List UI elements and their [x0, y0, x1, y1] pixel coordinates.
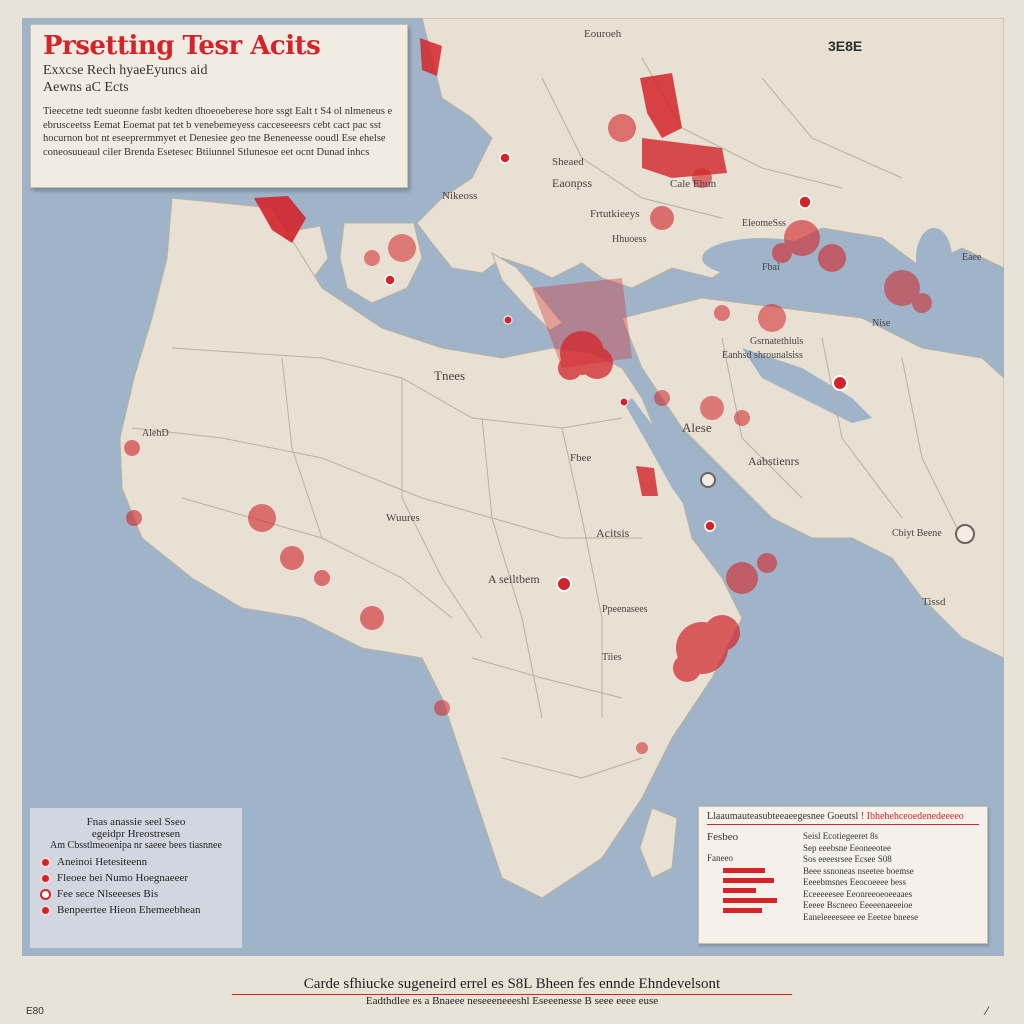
legend-item-label: Aneinoi Hetesiteenn [57, 856, 148, 868]
map-frame: Prsetting Tesr Acits Exxcse Rech hyaeEyu… [22, 18, 1004, 956]
map-pin[interactable] [384, 274, 396, 286]
red-dot-icon [40, 856, 51, 868]
map-label: Fbai [762, 262, 780, 273]
land-madagascar [639, 807, 678, 879]
map-label: Gsrnatethiuls [750, 336, 804, 347]
map-canvas[interactable] [22, 18, 1004, 956]
red-dot-icon [40, 904, 51, 916]
red-dot-icon [40, 872, 51, 884]
map-label: EleomeSss [742, 218, 786, 229]
map-label: Frtutkieeys [590, 208, 640, 220]
red-regions [254, 38, 727, 496]
map-subtitle-line: Aewns aC Ects [43, 80, 129, 95]
map-label: Alese [682, 420, 712, 435]
legend-item: Fleoee bei Numo Hoegnaeeer [40, 872, 232, 884]
corner-mark-icon: ⁄ [986, 1004, 989, 1018]
legend-row: Eeeebmsnes Eeocoeeee bess [803, 877, 906, 887]
ring-dot-icon [40, 888, 51, 900]
legend-right-accent: ! Ibhehehceoedenedeeeeo [860, 811, 964, 822]
legend-bar [723, 898, 777, 903]
map-label: Eaee [962, 252, 982, 263]
corner-label: 3E8E [828, 38, 863, 54]
map-label: Tiies [602, 652, 622, 663]
map-pin[interactable] [503, 315, 513, 325]
map-label: A seiltbem [488, 572, 540, 586]
map-label: AlehD [142, 428, 169, 439]
map-label: Eaonpss [552, 176, 592, 190]
land-italy [491, 251, 563, 331]
legend-row: Eceeeeesee Eeonreeoeoeeaaes [803, 888, 913, 899]
legend-bar [723, 878, 774, 883]
map-pin[interactable] [499, 152, 511, 164]
map-label: Nikeoss [442, 190, 478, 202]
legend-row: Seisl Ecotiegeeret 8s [803, 831, 878, 841]
map-label: Wuures [386, 512, 420, 524]
legend-row: Eaneleeeeseee ee Eeetee bneese [803, 911, 919, 922]
legend-item-label: Fleoee bei Numo Hoegnaeeer [57, 872, 189, 884]
map-label: Tissd [922, 596, 946, 608]
map-label: Aabstienrs [748, 454, 800, 468]
location-markers[interactable] [384, 152, 975, 592]
map-pin[interactable] [556, 576, 572, 592]
footer-caption: Carde sfhiucke sugeneird errel es S8L Bh… [303, 976, 721, 992]
map-label: Acitsis [596, 526, 630, 540]
title-panel: Prsetting Tesr Acits Exxcse Rech hyaeEyu… [30, 24, 408, 188]
legend-row: Eeeee Bscneeo Eeeeenaeeeioe [803, 900, 913, 910]
red-sea [624, 398, 712, 530]
footer-subcaption: Eadthdlee es a Bnaeee neseeeneeeshl Esee… [232, 994, 792, 1007]
legend-right-title: Llaaumauteasubteeaeegesnee Goeutsl [707, 811, 859, 822]
legend-heading: Fnas anassie seel Sseo [86, 816, 186, 828]
caspian-sea [916, 228, 952, 288]
map-label: Eanhsd shrounalsiss [722, 350, 803, 361]
legend-item: Aneinoi Hetesiteenn [40, 856, 232, 868]
map-label: Ppeenasees [602, 604, 648, 615]
legend-item-label: Fee sece Nlseeeses Bis [57, 888, 159, 900]
map-label: Fbee [570, 452, 592, 464]
legend-right-header: Llaaumauteasubteeaeegesnee Goeutsl ! Ibh… [707, 811, 979, 825]
legend-item-label: Benpeertee Hieon Ehemeebhean [57, 904, 201, 916]
persian-gulf [742, 348, 872, 423]
map-pin[interactable] [955, 524, 975, 544]
map-pin[interactable] [700, 472, 716, 488]
map-label: Nise [872, 318, 891, 329]
legend-bar [723, 888, 756, 893]
map-label: Eouroeh [584, 28, 622, 40]
legend-side-title: Fesbeo [707, 831, 739, 843]
map-label: Sheaed [552, 156, 584, 168]
legend-item: Benpeertee Hieon Ehemeebhean [40, 904, 232, 916]
legend-heading: Am Cbsstlmeoenipa nr saeee bees tiasnnee [50, 840, 222, 851]
map-label: Cbiyt Beene [892, 528, 942, 539]
legend-heading: egeidpr Hreostresen [91, 828, 181, 840]
legend-row: Beee ssnoneas nseetee boemse [803, 865, 914, 876]
map-label: Hhuoess [612, 234, 647, 245]
corner-code: E80 [26, 1006, 44, 1017]
legend-left-panel: Fnas anassie seel Sseo egeidpr Hreostres… [30, 808, 242, 948]
map-pin[interactable] [798, 195, 812, 209]
map-pin[interactable] [704, 520, 716, 532]
legend-row: Sos eeeesrsee Ecsee S08 [803, 854, 892, 864]
legend-side-sub: Faneeo [707, 853, 733, 863]
legend-row: Sep eeebsne Eeoneeotee [803, 842, 891, 853]
legend-bar [723, 908, 762, 913]
map-subtitle-line: Exxcse Rech hyaeEyuncs aid [43, 63, 208, 78]
map-title: Prsetting Tesr Acits [43, 31, 321, 61]
legend-item: Fee sece Nlseeeses Bis [40, 888, 232, 900]
legend-bar [723, 868, 765, 873]
map-label: Cale Ehun [670, 178, 717, 190]
legend-right-panel: Llaaumauteasubteeaeegesnee Goeutsl ! Ibh… [698, 806, 988, 944]
legend-bars [707, 868, 803, 913]
map-pin[interactable] [619, 397, 629, 407]
map-description: Tieecetne tedt sueonne fasbt kedten dhoe… [43, 106, 393, 158]
map-label: Tnees [434, 368, 466, 383]
incident-clusters [124, 114, 932, 754]
map-pin[interactable] [832, 375, 848, 391]
